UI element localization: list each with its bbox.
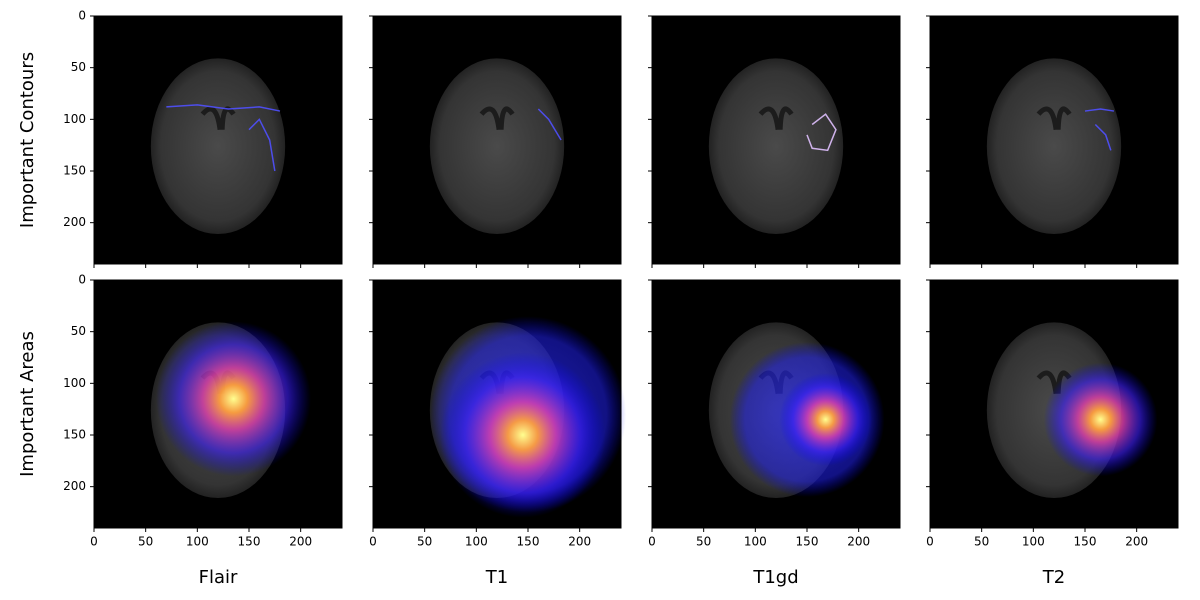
panel-frame	[372, 15, 622, 265]
brain-slice	[986, 58, 1122, 235]
y-tick-label: 100	[63, 112, 86, 126]
brain-slice	[429, 58, 565, 235]
image-panel	[372, 279, 627, 529]
x-tick-label: 150	[238, 535, 261, 549]
panel-frame	[93, 279, 343, 529]
heatmap	[156, 321, 311, 477]
brain-slice	[150, 58, 286, 235]
column-label: T1	[485, 567, 508, 588]
y-tick-label: 0	[78, 273, 86, 287]
x-tick-label: 200	[847, 535, 870, 549]
contour	[166, 104, 281, 112]
x-tick-label: 0	[90, 535, 98, 549]
y-tick-label: 50	[71, 324, 86, 338]
ventricles	[479, 106, 515, 131]
y-tick-label: 0	[78, 9, 86, 23]
column-label: T1gd	[752, 567, 798, 588]
image-panel	[93, 279, 343, 529]
row-label: Important Contours	[17, 52, 38, 228]
contour	[537, 108, 562, 141]
panel-frame	[929, 15, 1179, 265]
column-label: Flair	[199, 567, 238, 588]
panel-frame	[651, 15, 901, 265]
x-tick-label: 50	[974, 535, 989, 549]
y-tick-label: 200	[63, 215, 86, 229]
image-panel	[651, 279, 901, 529]
column-label: T2	[1042, 567, 1065, 588]
image-panel	[929, 15, 1179, 265]
x-tick-label: 100	[744, 535, 767, 549]
x-tick-label: 100	[1022, 535, 1045, 549]
heatmap	[779, 373, 873, 466]
panel-frame	[651, 279, 901, 529]
x-tick-label: 50	[138, 535, 153, 549]
x-tick-label: 0	[926, 535, 934, 549]
contour	[1084, 108, 1115, 112]
x-tick-label: 200	[289, 535, 312, 549]
image-panel	[93, 15, 343, 265]
ventricles	[1036, 106, 1072, 131]
ventricles	[758, 106, 794, 131]
contour	[806, 113, 837, 152]
x-tick-label: 150	[796, 535, 819, 549]
x-tick-label: 150	[1074, 535, 1097, 549]
brain-slice	[708, 58, 844, 235]
x-tick-label: 100	[186, 535, 209, 549]
x-tick-label: 0	[648, 535, 656, 549]
y-tick-label: 150	[63, 428, 86, 442]
panel-frame	[929, 279, 1179, 529]
y-tick-label: 150	[63, 164, 86, 178]
panel-frame	[372, 279, 622, 529]
image-panel	[372, 15, 622, 265]
x-tick-label: 200	[568, 535, 591, 549]
y-tick-label: 50	[71, 60, 86, 74]
image-panel	[651, 15, 901, 265]
contour	[1094, 123, 1112, 151]
x-tick-label: 150	[517, 535, 540, 549]
y-tick-label: 200	[63, 479, 86, 493]
image-panel	[929, 279, 1179, 529]
x-tick-label: 50	[696, 535, 711, 549]
row-label: Important Areas	[17, 331, 38, 477]
x-tick-label: 50	[417, 535, 432, 549]
contour	[248, 118, 276, 172]
ventricles	[200, 106, 236, 131]
panel-frame	[93, 15, 343, 265]
y-tick-label: 100	[63, 376, 86, 390]
x-tick-label: 0	[369, 535, 377, 549]
x-tick-label: 200	[1125, 535, 1148, 549]
heatmap	[440, 352, 606, 518]
x-tick-label: 100	[465, 535, 488, 549]
heatmap	[1043, 362, 1158, 477]
